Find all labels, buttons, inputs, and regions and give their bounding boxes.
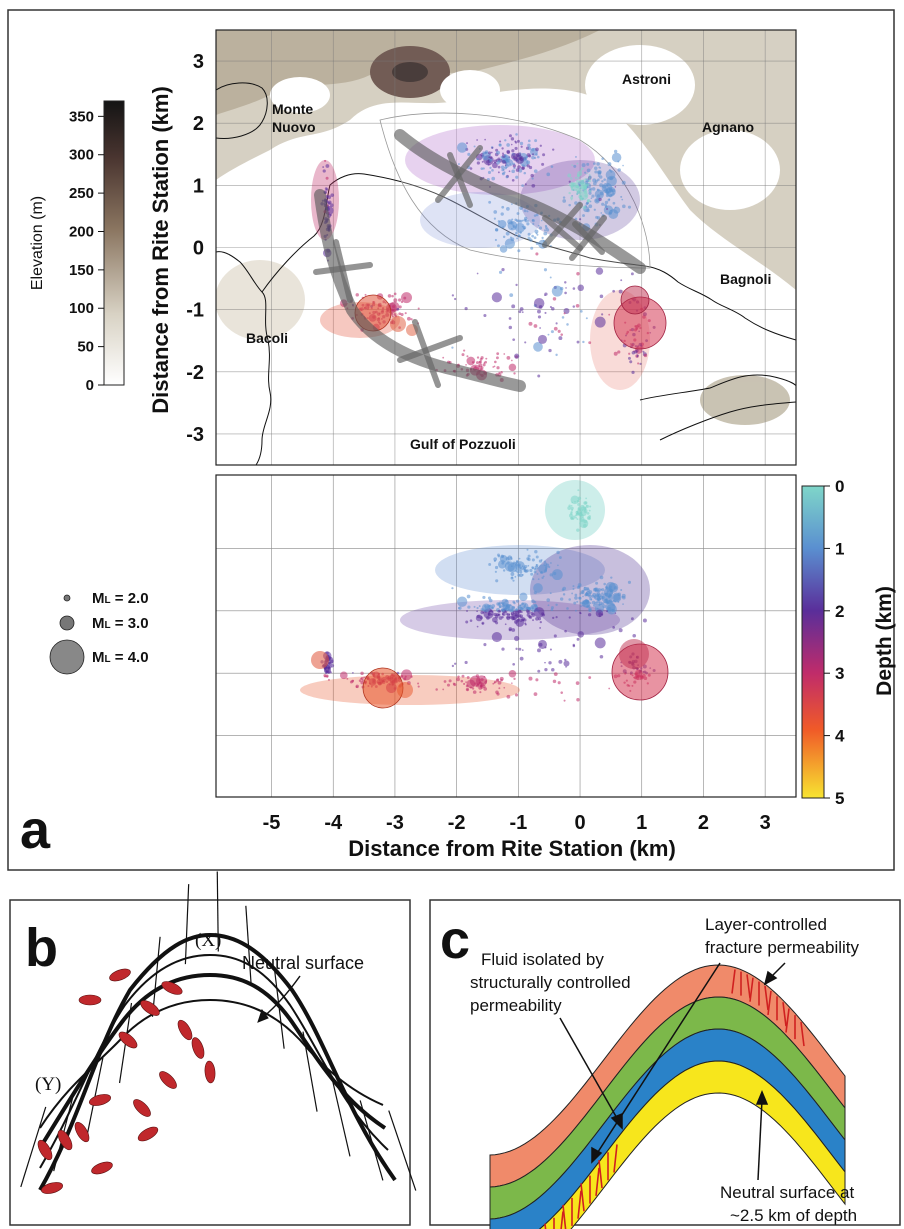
x-tick: -4 [324,812,343,834]
depth-tick: 3 [835,664,844,683]
x-tick: -1 [509,812,527,834]
map-frame [215,29,797,466]
elevation-tick: 250 [69,185,94,202]
elevation-colorbar: 350 300 250 200 150 100 50 0 Elevation (m) [29,100,125,394]
x-tick: -2 [448,812,466,834]
fluid-label-1: Fluid isolated by [481,950,604,969]
depth-tick: 2 [835,602,844,621]
panel-c-arrows [559,962,786,1181]
depth-tick: 0 [835,477,844,496]
ml-4-label: ML = 4.0 [92,649,149,666]
label-monte: Monte [272,101,313,117]
coastline [216,82,796,465]
map-y-tick: -2 [186,362,204,384]
fluid-label-2: structurally controlled [470,973,631,992]
label-x-hinge: (X) [195,930,221,951]
x-axis-label: Distance from Rite Station (km) [348,836,676,861]
neutral-surface-arrow-b [257,975,301,1023]
elevation-terrain [216,30,796,425]
x-tick: -5 [263,812,281,834]
elevation-tick: 150 [69,262,94,279]
label-gulf: Gulf of Pozzuoli [410,436,516,452]
elevation-label: Elevation (m) [29,196,46,290]
x-tick: -3 [386,812,404,834]
magnitude-legend: ML = 2.0 ML = 3.0 ML = 4.0 [49,590,149,675]
depth-label: Depth (km) [873,586,896,696]
map-panel: Monte Nuovo Astroni Agnano Bagnoli Bacol… [216,30,900,465]
panel-c-labels: Fluid isolated by structurally controlle… [470,915,860,1225]
map-y-ticks: 3 2 1 0 -1 -2 -3 [186,51,204,446]
fractures [544,969,805,1229]
map-y-axis-label: Distance from Rite Station (km) [148,86,173,414]
label-astroni: Astroni [622,71,671,87]
layered-fold [489,964,846,1229]
strain-ellipses [37,968,216,1194]
label-bagnoli: Bagnoli [720,271,771,287]
elevation-tick: 50 [77,339,94,356]
label-nuovo: Nuovo [272,119,316,135]
neutral-label-c-1: Neutral surface at [720,1183,854,1202]
elevation-tick: 0 [86,377,94,394]
depth-tick: 1 [835,539,844,558]
panel-b-letter: b [25,918,58,978]
map-y-tick: -3 [186,424,204,446]
panel-a-letter: a [20,800,51,860]
ml-3-label: ML = 3.0 [92,615,149,632]
map-y-tick: 3 [193,51,204,73]
panel-b-frame [9,899,411,1226]
elevation-tick: 300 [69,147,94,164]
depth-colorbar: 0 1 2 3 4 5 Depth (km) [801,477,896,808]
fold-diagram [20,871,417,1191]
x-tick: 1 [636,812,647,834]
layer-label-2: fracture permeability [705,938,860,957]
x-tick: 0 [574,812,585,834]
place-labels: Monte Nuovo Astroni Agnano Bagnoli Bacol… [246,71,771,452]
label-bacoli: Bacoli [246,330,288,346]
elevation-tick: 100 [69,300,94,317]
label-y-limb: (Y) [35,1074,61,1095]
ml-2-label: ML = 2.0 [92,590,149,607]
section-panel [216,475,796,797]
ml-2-symbol [63,594,71,602]
map-y-tick: 1 [193,175,204,197]
map-y-tick: 2 [193,113,204,135]
compass-s: S [854,130,861,141]
depth-tick: 4 [835,727,845,746]
elevation-tick: 200 [69,223,94,240]
ml-3-symbol [59,615,75,631]
panel-a-frame [7,9,895,871]
neutral-label-c-2: ~2.5 km of depth [730,1206,857,1225]
x-tick: 3 [760,812,771,834]
compass-n: N [853,45,860,56]
label-agnano: Agnano [702,119,754,135]
panel-c-frame [429,899,901,1226]
section-frame [215,474,797,798]
panel-c-letter: c [440,910,470,970]
fluid-label-3: permeability [470,996,562,1015]
depth-tick: 5 [835,789,844,808]
map-y-tick: -1 [186,300,204,322]
map-y-tick: 0 [193,238,204,260]
large-events-section [311,639,669,709]
compass-w: W [812,86,822,97]
ml-4-symbol [49,639,85,675]
elevation-tick: 350 [69,108,94,125]
neutral-surface-label-b: Neutral surface [242,953,364,973]
seismic-events-section [320,489,656,702]
compass-rose-icon: N S W E [812,45,900,141]
x-tick: 2 [698,812,709,834]
fault-traces [313,129,646,392]
layer-label-1: Layer-controlled [705,915,827,934]
x-ticks: -5 -4 -3 -2 -1 0 1 2 3 [263,812,771,834]
